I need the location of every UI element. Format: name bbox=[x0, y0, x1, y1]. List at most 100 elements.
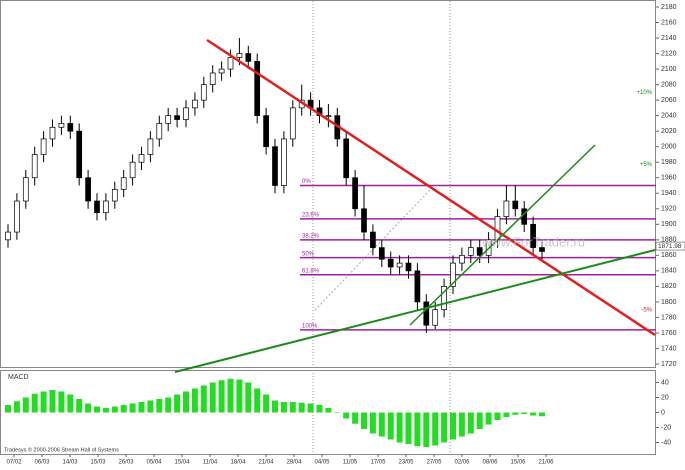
y-tick-label: 1820 bbox=[661, 283, 677, 290]
candle-body bbox=[423, 301, 430, 326]
candles bbox=[5, 38, 545, 333]
candle-body bbox=[138, 154, 145, 163]
x-tick-label: 15/04 bbox=[174, 460, 190, 466]
macd-bar bbox=[272, 400, 278, 413]
macd-bar bbox=[76, 399, 83, 413]
macd-bar bbox=[369, 412, 376, 434]
trend-line-green bbox=[409, 144, 596, 326]
candle-body bbox=[254, 60, 261, 117]
pct-label: +10% bbox=[636, 90, 652, 96]
candle-body bbox=[343, 138, 350, 179]
macd-bar bbox=[40, 391, 47, 413]
y-tick-label: 1920 bbox=[661, 206, 677, 213]
y-tick-label: 1740 bbox=[661, 345, 677, 352]
y-tick-label: 0 bbox=[661, 409, 665, 416]
macd-bar bbox=[325, 408, 332, 413]
y-tick-label: 2140 bbox=[661, 35, 677, 42]
macd-bar bbox=[432, 412, 439, 446]
y-tick-label: 1900 bbox=[661, 221, 677, 228]
candle-body bbox=[120, 177, 127, 190]
fib-label: 38.2% bbox=[302, 233, 320, 239]
x-tick-label: 18/04 bbox=[230, 460, 246, 466]
x-tick-label: 15/06 bbox=[510, 460, 526, 466]
candle-body bbox=[156, 123, 163, 140]
macd-pane bbox=[0, 370, 656, 455]
candle-body bbox=[272, 146, 278, 186]
macd-bar bbox=[218, 380, 225, 413]
y-tick-label: 2100 bbox=[661, 66, 677, 73]
y-tick-label: 1780 bbox=[661, 314, 677, 321]
macd-bar bbox=[289, 402, 296, 413]
candle-body bbox=[111, 189, 118, 202]
macd-bar bbox=[387, 412, 394, 440]
y-tick-label: 20 bbox=[661, 394, 669, 401]
macd-bar bbox=[94, 406, 100, 413]
y-tick-label: -20 bbox=[661, 424, 671, 431]
macd-bar bbox=[102, 408, 109, 413]
candle-body bbox=[183, 107, 189, 120]
macd-bar bbox=[450, 412, 456, 440]
trend-line-green bbox=[174, 249, 656, 373]
x-tick-label: 04/05 bbox=[314, 460, 330, 466]
price-pane bbox=[0, 0, 656, 368]
candle-body bbox=[174, 115, 180, 120]
y-tick-label: -40 bbox=[661, 439, 671, 446]
y-tick-label: 1860 bbox=[661, 252, 677, 259]
candle-body bbox=[289, 107, 296, 140]
x-tick-label: 21/04 bbox=[258, 460, 274, 466]
candle-body bbox=[325, 115, 332, 118]
candle-body bbox=[129, 161, 136, 179]
macd-bar bbox=[245, 382, 252, 413]
candle-body bbox=[94, 200, 100, 214]
candle-body bbox=[530, 223, 536, 248]
x-tick-label: 26/03 bbox=[118, 460, 134, 466]
candle-body bbox=[476, 247, 483, 256]
x-tick-label: 02/06 bbox=[454, 460, 470, 466]
y-tick-label: 2020 bbox=[661, 128, 677, 135]
macd-bar bbox=[156, 399, 163, 413]
candle-body bbox=[352, 177, 358, 210]
x-tick-label: 08/06 bbox=[482, 460, 498, 466]
fib-label: 50% bbox=[302, 251, 315, 257]
fib-group: 0% 23.6% 38.2% 50% 61.8% 100% bbox=[300, 179, 656, 331]
fib-label: 100% bbox=[302, 323, 318, 329]
candle-body bbox=[361, 208, 367, 233]
candle-body bbox=[459, 254, 465, 264]
macd-bar bbox=[165, 397, 172, 413]
macd-bar bbox=[254, 388, 261, 413]
x-tick-label: 11/04 bbox=[203, 460, 218, 466]
price-tag bbox=[655, 241, 685, 251]
macd-bar bbox=[485, 412, 492, 425]
macd-bar bbox=[476, 412, 483, 429]
macd-bar bbox=[129, 403, 136, 413]
macd-bar bbox=[512, 412, 519, 415]
candle-body bbox=[396, 262, 403, 268]
y-tick-label: 2120 bbox=[661, 50, 677, 57]
y-tick-label: 1720 bbox=[661, 361, 677, 368]
candle-body bbox=[22, 177, 29, 202]
macd-bar bbox=[31, 393, 38, 413]
macd-bar bbox=[467, 412, 474, 434]
candle-body bbox=[103, 200, 109, 214]
x-tick-label: 23/05 bbox=[398, 460, 414, 466]
candle-body bbox=[467, 247, 474, 256]
candle-body bbox=[192, 99, 198, 109]
macd-bar bbox=[174, 394, 181, 413]
y-tick-label: 2180 bbox=[661, 4, 677, 11]
y-tick-label: 1880 bbox=[661, 237, 677, 244]
macd-bar bbox=[343, 412, 350, 419]
candle-body bbox=[263, 115, 269, 148]
y-tick-label: 1960 bbox=[661, 175, 677, 182]
x-tick-label: 14/03 bbox=[62, 460, 78, 466]
macd-bar bbox=[5, 405, 11, 413]
candle-body bbox=[76, 130, 83, 179]
trend-line-red bbox=[206, 38, 656, 337]
price-tag-label: 1871.98 bbox=[658, 243, 682, 250]
macd-bar bbox=[209, 382, 216, 413]
macd-bar bbox=[263, 394, 270, 413]
candle-body bbox=[49, 126, 56, 140]
y-tick-label: 1800 bbox=[661, 299, 677, 306]
y-tick-label: 1760 bbox=[661, 330, 677, 337]
